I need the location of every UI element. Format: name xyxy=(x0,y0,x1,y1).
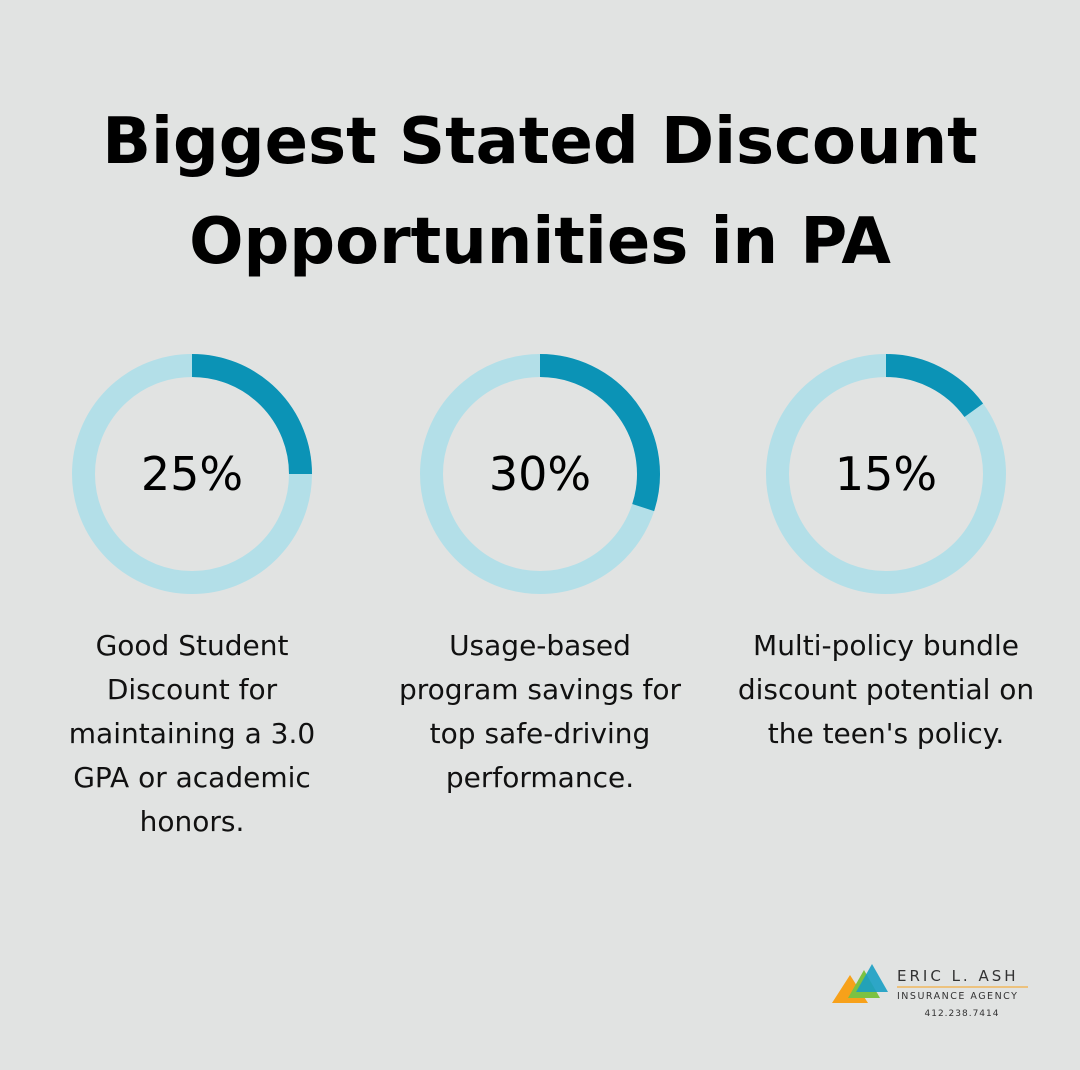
caption: Usage-based program savings for top safe… xyxy=(398,629,682,794)
value-label: 30% xyxy=(489,447,591,501)
logo-phone: 412.238.7414 xyxy=(925,1009,1000,1019)
logo-triangle xyxy=(856,964,888,992)
logo: ERIC L. ASH INSURANCE AGENCY 412.238.741… xyxy=(832,964,1028,1019)
donut-arc xyxy=(885,354,984,418)
title: Biggest Stated Discount Opportunities in… xyxy=(102,105,978,279)
donut-arc xyxy=(191,354,312,475)
donut-arc xyxy=(539,354,660,512)
caption: Multi-policy bundle discount potential o… xyxy=(737,629,1035,750)
logo-subtitle: INSURANCE AGENCY xyxy=(897,991,1018,1002)
value-label: 15% xyxy=(835,447,937,501)
caption: Good Student Discount for maintaining a … xyxy=(68,629,316,838)
logo-name: ERIC L. ASH xyxy=(897,967,1019,985)
value-label: 25% xyxy=(141,447,243,501)
